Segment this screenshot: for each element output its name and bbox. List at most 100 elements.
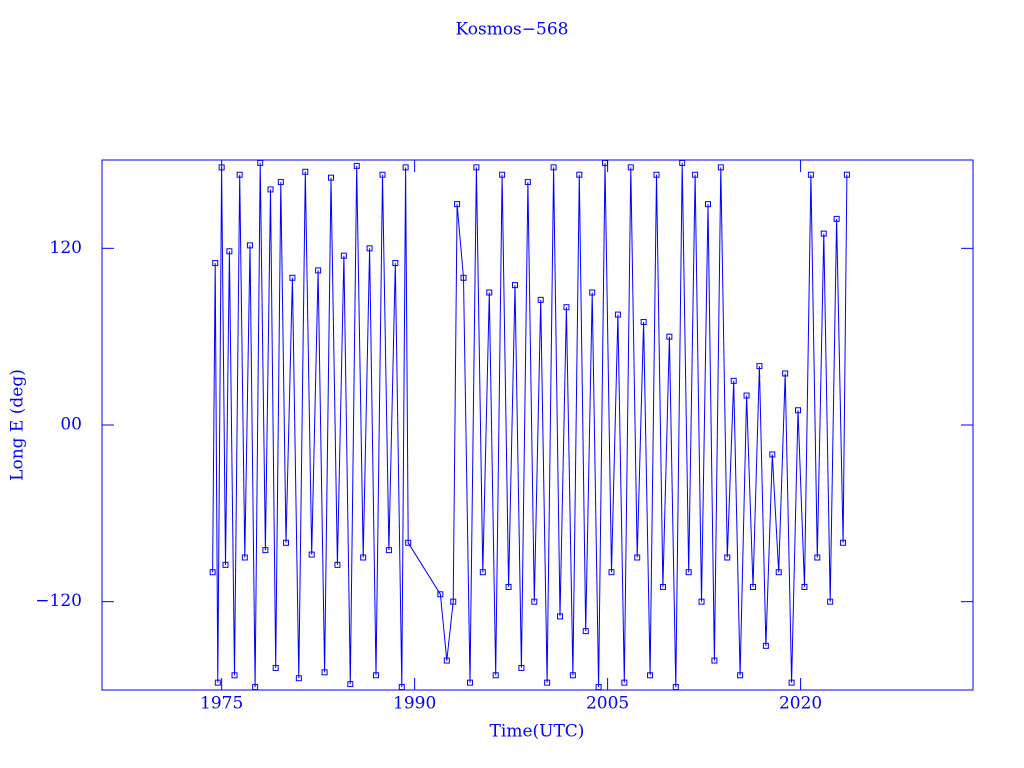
data-point <box>704 201 711 208</box>
data-point <box>360 554 367 561</box>
data-point <box>246 242 253 249</box>
data-point <box>840 539 847 546</box>
data-point <box>466 679 473 686</box>
data-point <box>334 561 341 568</box>
data-point <box>289 274 296 281</box>
x-tick-label: 2020 <box>779 694 822 714</box>
data-point <box>518 664 525 671</box>
data-point <box>398 684 405 691</box>
y-tick-label: −120 <box>35 591 82 611</box>
data-point <box>443 657 450 664</box>
data-point <box>782 370 789 377</box>
x-tick-label: 1990 <box>393 694 436 714</box>
data-point <box>672 684 679 691</box>
data-point <box>473 164 480 171</box>
data-point <box>373 672 380 679</box>
data-point <box>582 628 589 635</box>
data-point <box>595 684 602 691</box>
data-point <box>262 547 269 554</box>
data-point <box>209 569 216 576</box>
data-point <box>267 186 274 193</box>
data-point <box>756 363 763 370</box>
data-point <box>775 569 782 576</box>
data-point <box>295 675 302 682</box>
data-point <box>236 171 243 178</box>
data-point <box>627 164 634 171</box>
data-point <box>576 171 583 178</box>
x-tick-label: 1975 <box>200 694 243 714</box>
data-point <box>698 598 705 605</box>
data-point <box>257 159 264 166</box>
x-tick-label: 2005 <box>586 694 629 714</box>
data-point <box>717 164 724 171</box>
data-point <box>505 583 512 590</box>
data-point <box>550 164 557 171</box>
data-point <box>524 179 531 186</box>
data-point <box>328 174 335 181</box>
data-point <box>711 657 718 664</box>
data-point <box>347 681 354 688</box>
data-point <box>762 642 769 649</box>
data-point <box>450 598 457 605</box>
data-point <box>231 672 238 679</box>
data-point <box>614 311 621 318</box>
data-point <box>402 164 409 171</box>
data-point <box>640 318 647 325</box>
data-point <box>308 551 315 558</box>
data-point <box>833 215 840 222</box>
data-point <box>557 613 564 620</box>
data-point <box>647 672 654 679</box>
data-point <box>795 407 802 414</box>
data-point <box>569 672 576 679</box>
data-point <box>226 248 233 255</box>
chart-title: Kosmos−568 <box>456 20 569 40</box>
data-point <box>589 289 596 296</box>
data-point <box>272 664 279 671</box>
data-point <box>814 554 821 561</box>
data-point <box>302 168 309 175</box>
data-point <box>807 171 814 178</box>
data-point <box>379 171 386 178</box>
data-point <box>788 679 795 686</box>
y-axis-label: Long E (deg) <box>8 369 28 481</box>
data-point <box>666 333 673 340</box>
data-point <box>653 171 660 178</box>
data-point <box>492 672 499 679</box>
data-point <box>241 554 248 561</box>
data-point <box>749 583 756 590</box>
data-point <box>405 539 412 546</box>
data-point <box>634 554 641 561</box>
data-point <box>392 260 399 267</box>
plot-frame <box>101 159 974 691</box>
data-point <box>602 159 609 166</box>
data-point <box>685 569 692 576</box>
data-point <box>692 171 699 178</box>
data-point <box>252 684 259 691</box>
data-point <box>820 230 827 237</box>
data-point <box>827 598 834 605</box>
data-point <box>282 539 289 546</box>
data-point <box>366 245 373 252</box>
data-point <box>737 672 744 679</box>
data-point <box>222 561 229 568</box>
data-point <box>724 554 731 561</box>
data-point <box>437 591 444 598</box>
data-point <box>621 679 628 686</box>
data-point <box>608 569 615 576</box>
data-point <box>486 289 493 296</box>
data-point <box>321 669 328 676</box>
data-point <box>544 679 551 686</box>
data-point <box>460 274 467 281</box>
data-point <box>537 296 544 303</box>
data-point <box>353 162 360 169</box>
data-point <box>743 392 750 399</box>
data-point <box>218 164 225 171</box>
data-point <box>563 304 570 311</box>
y-tick-label: 120 <box>50 238 82 258</box>
data-point <box>315 267 322 274</box>
data-point <box>730 377 737 384</box>
data-point <box>801 583 808 590</box>
data-point <box>340 252 347 259</box>
x-axis-label: Time(UTC) <box>490 722 585 742</box>
